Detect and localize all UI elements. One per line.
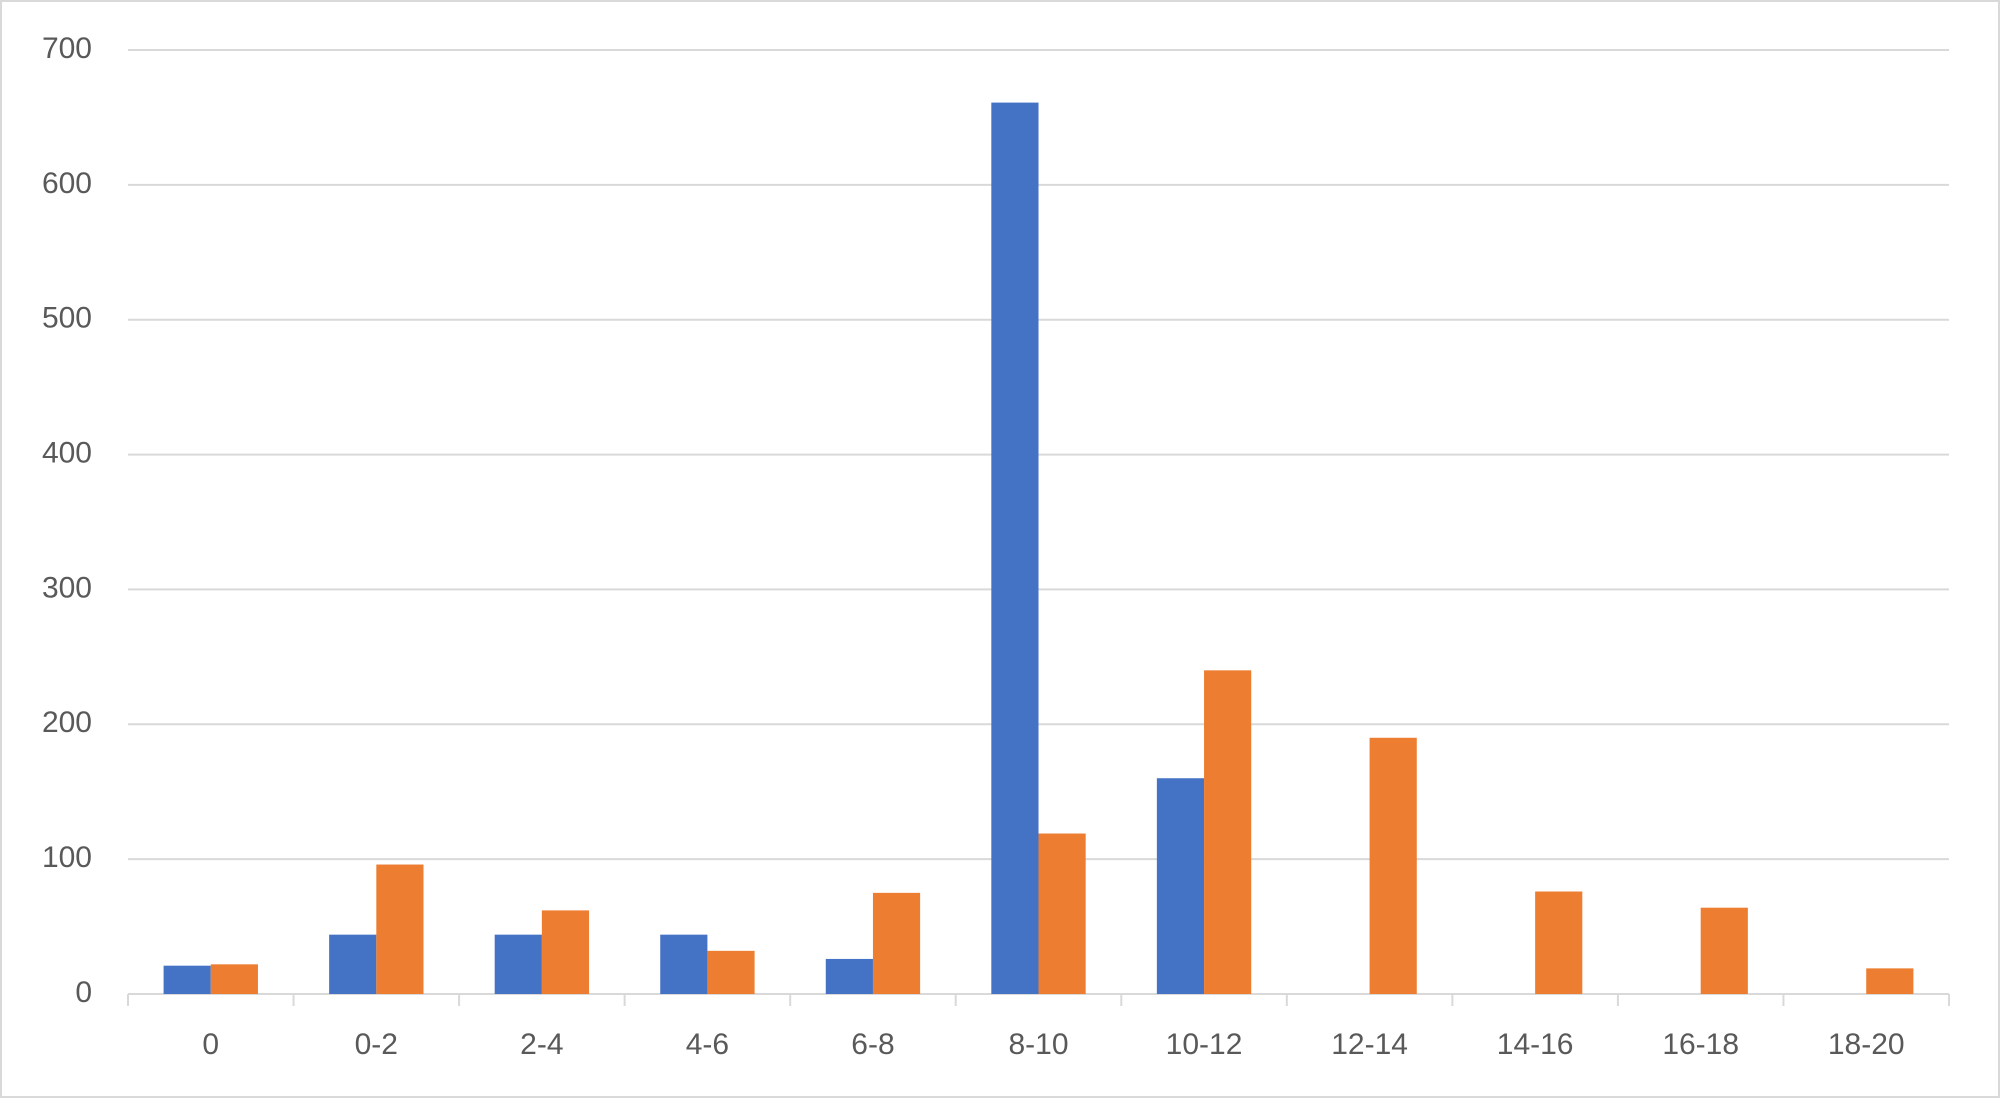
- x-tick-label: 10-12: [1166, 1028, 1243, 1061]
- bar: [1700, 907, 1748, 994]
- bar: [660, 934, 708, 994]
- bar: [376, 864, 424, 994]
- bar: [872, 892, 921, 994]
- bar: [991, 102, 1039, 994]
- bar: [494, 934, 542, 994]
- bar: [163, 965, 211, 994]
- bar: [707, 950, 755, 994]
- y-tick-label: 100: [42, 841, 92, 874]
- bar: [329, 934, 377, 994]
- y-tick-label: 200: [42, 706, 92, 739]
- y-tick-label: 300: [42, 571, 92, 604]
- bar: [1156, 778, 1205, 994]
- y-tick-label: 600: [42, 167, 92, 200]
- y-tick-label: 0: [75, 976, 92, 1009]
- x-tick-label: 0-2: [355, 1028, 398, 1061]
- x-tick-label: 2-4: [520, 1028, 563, 1061]
- y-tick-label: 400: [42, 436, 92, 469]
- bar: [1535, 891, 1583, 994]
- bar: [825, 958, 873, 994]
- x-tick-label: 8-10: [1008, 1028, 1068, 1061]
- y-tick-label: 700: [42, 32, 92, 65]
- x-tick-label: 0: [202, 1028, 219, 1061]
- x-tick-label: 18-20: [1828, 1028, 1905, 1061]
- y-tick-label: 500: [42, 302, 92, 335]
- x-tick-label: 16-18: [1662, 1028, 1739, 1061]
- bar: [1369, 737, 1417, 994]
- bar: [1204, 670, 1252, 994]
- x-tick-label: 4-6: [686, 1028, 729, 1061]
- bar: [210, 964, 258, 994]
- bar: [1866, 968, 1914, 994]
- x-tick-label: 6-8: [851, 1028, 894, 1061]
- x-tick-label: 14-16: [1497, 1028, 1574, 1061]
- bar: [1038, 833, 1086, 994]
- x-tick-label: 12-14: [1331, 1028, 1408, 1061]
- bar: [541, 910, 590, 994]
